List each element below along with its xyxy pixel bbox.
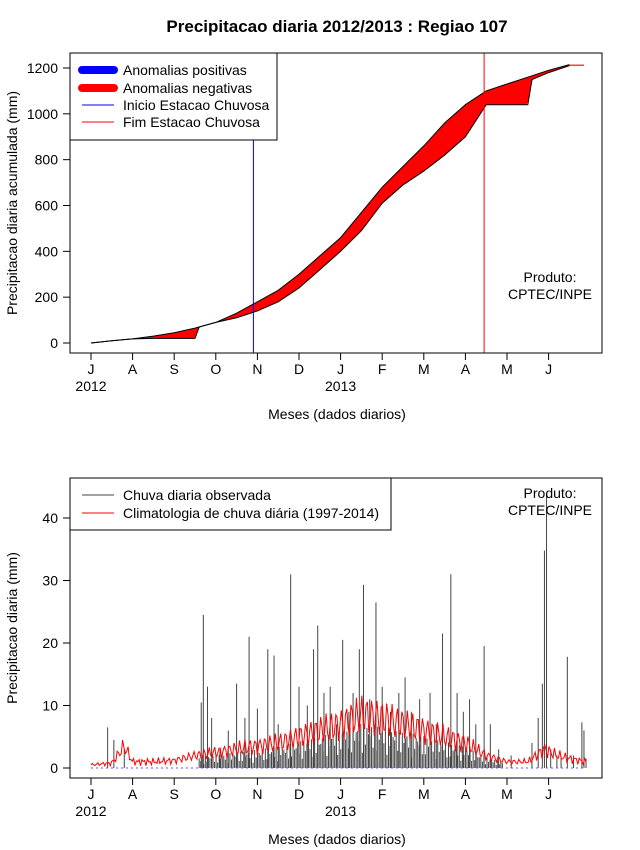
top-annotation-line1: Produto:: [524, 269, 577, 285]
y-tick-label: 1200: [27, 60, 58, 76]
x-tick-label: D: [294, 786, 304, 802]
y-tick-label: 800: [35, 152, 59, 168]
y-tick-label: 600: [35, 198, 59, 214]
legend-label-negative: Anomalias negativas: [123, 80, 252, 96]
x-tick-label: J: [337, 361, 344, 377]
year-label: 2012: [75, 803, 106, 819]
x-tick-label: S: [170, 786, 179, 802]
legend-label-end: Fim Estacao Chuvosa: [123, 114, 260, 130]
x-tick-label: M: [501, 786, 513, 802]
y-tick-label: 0: [50, 335, 58, 351]
bottom-annotation-line2: CPTEC/INPE: [508, 502, 592, 518]
legend-label-climatology: Climatologia de chuva diária (1997-2014): [123, 505, 379, 521]
x-tick-label: O: [210, 786, 221, 802]
x-tick-label: M: [418, 361, 430, 377]
y-tick-label: 40: [42, 510, 58, 526]
x-tick-label: D: [294, 361, 304, 377]
bottom-legend-box: [69, 477, 392, 531]
x-tick-label: J: [545, 786, 552, 802]
y-tick-label: 10: [42, 698, 58, 714]
y-tick-label: 1000: [27, 106, 58, 122]
bottom-legend: Chuva diaria observada Climatologia de c…: [69, 477, 392, 531]
year-label: 2012: [75, 378, 106, 394]
climatology-accumulated-line: [90, 64, 570, 344]
x-tick-label: O: [210, 361, 221, 377]
x-tick-label: F: [378, 786, 387, 802]
anomaly-area-layer: [90, 64, 584, 344]
y-tick-label: 400: [35, 243, 59, 259]
x-tick-label: A: [461, 361, 471, 377]
x-tick-label: M: [501, 361, 513, 377]
legend-label-start: Inicio Estacao Chuvosa: [123, 97, 270, 113]
climatology-line: [90, 695, 587, 768]
bottom-y-axis-label: Precipitacao diaria (mm): [4, 552, 20, 704]
y-tick-label: 30: [42, 573, 58, 589]
x-tick-label: J: [88, 361, 95, 377]
year-label: 2013: [325, 378, 356, 394]
year-label: 2013: [325, 803, 356, 819]
x-tick-label: F: [378, 361, 387, 377]
x-tick-label: N: [252, 361, 262, 377]
bottom-x-axis-label: Meses (dados diarios): [268, 831, 406, 847]
negative-anomaly-area: [91, 64, 584, 343]
top-annotation-line2: CPTEC/INPE: [508, 286, 592, 302]
top-x-axis-label: Meses (dados diarios): [268, 406, 406, 422]
daily-rain-bars: [107, 493, 587, 768]
observed-accumulated-line: [90, 65, 570, 344]
x-tick-label: A: [461, 786, 471, 802]
x-tick-label: J: [88, 786, 95, 802]
bottom-annotation-line1: Produto:: [524, 485, 577, 501]
legend-label-observed: Chuva diaria observada: [123, 487, 271, 503]
x-tick-label: J: [545, 361, 552, 377]
x-tick-label: M: [418, 786, 430, 802]
y-tick-label: 0: [50, 760, 58, 776]
top-y-axis: 0 200 400 600 800 1000 1200: [27, 60, 71, 351]
x-tick-label: A: [128, 361, 138, 377]
chart-title: Precipitacao diaria 2012/2013 : Regiao 1…: [166, 17, 507, 36]
x-tick-label: S: [170, 361, 179, 377]
y-tick-label: 200: [35, 289, 59, 305]
y-tick-label: 20: [42, 635, 58, 651]
top-y-axis-label: Precipitacao diaria acumulada (mm): [4, 91, 20, 315]
legend-label-positive: Anomalias positivas: [123, 62, 247, 78]
top-legend: Anomalias positivas Anomalias negativas …: [69, 52, 278, 141]
top-plot-frame: [69, 52, 603, 354]
x-tick-label: A: [128, 786, 138, 802]
bottom-y-axis: 0 10 20 30 40: [42, 510, 71, 776]
x-tick-label: J: [337, 786, 344, 802]
x-tick-label: N: [252, 786, 262, 802]
